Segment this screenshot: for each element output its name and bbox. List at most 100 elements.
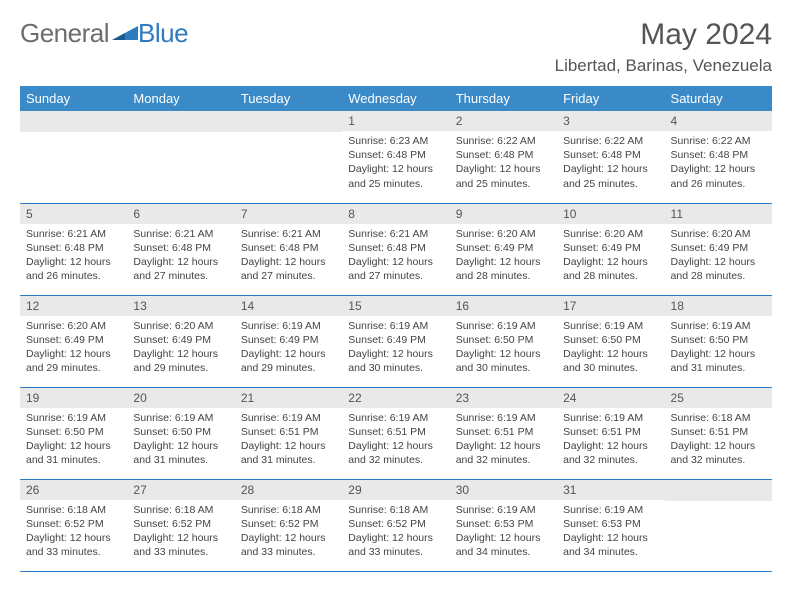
daylight-line: Daylight: 12 hours and 25 minutes. bbox=[563, 162, 658, 190]
calendar-cell: 31Sunrise: 6:19 AMSunset: 6:53 PMDayligh… bbox=[557, 479, 664, 571]
day-number: 3 bbox=[557, 111, 664, 131]
calendar-cell: 16Sunrise: 6:19 AMSunset: 6:50 PMDayligh… bbox=[450, 295, 557, 387]
calendar-cell: 28Sunrise: 6:18 AMSunset: 6:52 PMDayligh… bbox=[235, 479, 342, 571]
sunrise-line: Sunrise: 6:19 AM bbox=[133, 411, 228, 425]
sunrise-line: Sunrise: 6:18 AM bbox=[671, 411, 766, 425]
day-details: Sunrise: 6:21 AMSunset: 6:48 PMDaylight:… bbox=[235, 224, 342, 288]
calendar-cell: 20Sunrise: 6:19 AMSunset: 6:50 PMDayligh… bbox=[127, 387, 234, 479]
sunset-line: Sunset: 6:49 PM bbox=[563, 241, 658, 255]
daylight-line: Daylight: 12 hours and 27 minutes. bbox=[241, 255, 336, 283]
sunrise-line: Sunrise: 6:21 AM bbox=[348, 227, 443, 241]
calendar-week-row: 5Sunrise: 6:21 AMSunset: 6:48 PMDaylight… bbox=[20, 203, 772, 295]
weekday-header: Monday bbox=[127, 86, 234, 111]
sunset-line: Sunset: 6:49 PM bbox=[241, 333, 336, 347]
day-details: Sunrise: 6:19 AMSunset: 6:51 PMDaylight:… bbox=[235, 408, 342, 472]
calendar-cell: 19Sunrise: 6:19 AMSunset: 6:50 PMDayligh… bbox=[20, 387, 127, 479]
calendar-cell: 18Sunrise: 6:19 AMSunset: 6:50 PMDayligh… bbox=[665, 295, 772, 387]
day-details: Sunrise: 6:19 AMSunset: 6:53 PMDaylight:… bbox=[450, 500, 557, 564]
calendar-cell: 22Sunrise: 6:19 AMSunset: 6:51 PMDayligh… bbox=[342, 387, 449, 479]
sunrise-line: Sunrise: 6:20 AM bbox=[133, 319, 228, 333]
sunrise-line: Sunrise: 6:19 AM bbox=[26, 411, 121, 425]
day-number: 7 bbox=[235, 204, 342, 224]
day-details: Sunrise: 6:22 AMSunset: 6:48 PMDaylight:… bbox=[557, 131, 664, 195]
sunset-line: Sunset: 6:48 PM bbox=[348, 241, 443, 255]
sunrise-line: Sunrise: 6:18 AM bbox=[241, 503, 336, 517]
day-number: 15 bbox=[342, 296, 449, 316]
calendar-cell: 13Sunrise: 6:20 AMSunset: 6:49 PMDayligh… bbox=[127, 295, 234, 387]
calendar-cell: 8Sunrise: 6:21 AMSunset: 6:48 PMDaylight… bbox=[342, 203, 449, 295]
sunrise-line: Sunrise: 6:23 AM bbox=[348, 134, 443, 148]
calendar-cell: 30Sunrise: 6:19 AMSunset: 6:53 PMDayligh… bbox=[450, 479, 557, 571]
calendar-cell: 23Sunrise: 6:19 AMSunset: 6:51 PMDayligh… bbox=[450, 387, 557, 479]
sunrise-line: Sunrise: 6:20 AM bbox=[563, 227, 658, 241]
calendar-cell bbox=[665, 479, 772, 571]
day-number: 25 bbox=[665, 388, 772, 408]
sunrise-line: Sunrise: 6:19 AM bbox=[348, 319, 443, 333]
sunset-line: Sunset: 6:48 PM bbox=[241, 241, 336, 255]
day-details: Sunrise: 6:19 AMSunset: 6:49 PMDaylight:… bbox=[235, 316, 342, 380]
day-number: 18 bbox=[665, 296, 772, 316]
calendar-cell: 9Sunrise: 6:20 AMSunset: 6:49 PMDaylight… bbox=[450, 203, 557, 295]
calendar-cell: 2Sunrise: 6:22 AMSunset: 6:48 PMDaylight… bbox=[450, 111, 557, 203]
calendar-cell: 3Sunrise: 6:22 AMSunset: 6:48 PMDaylight… bbox=[557, 111, 664, 203]
empty-day-bar bbox=[235, 111, 342, 132]
sunset-line: Sunset: 6:50 PM bbox=[133, 425, 228, 439]
sunrise-line: Sunrise: 6:19 AM bbox=[563, 319, 658, 333]
daylight-line: Daylight: 12 hours and 26 minutes. bbox=[671, 162, 766, 190]
sunrise-line: Sunrise: 6:19 AM bbox=[563, 411, 658, 425]
day-number: 19 bbox=[20, 388, 127, 408]
day-details: Sunrise: 6:21 AMSunset: 6:48 PMDaylight:… bbox=[127, 224, 234, 288]
sunrise-line: Sunrise: 6:19 AM bbox=[348, 411, 443, 425]
day-details: Sunrise: 6:18 AMSunset: 6:51 PMDaylight:… bbox=[665, 408, 772, 472]
calendar-cell: 15Sunrise: 6:19 AMSunset: 6:49 PMDayligh… bbox=[342, 295, 449, 387]
sunset-line: Sunset: 6:48 PM bbox=[671, 148, 766, 162]
sunset-line: Sunset: 6:52 PM bbox=[133, 517, 228, 531]
weekday-header: Thursday bbox=[450, 86, 557, 111]
sunset-line: Sunset: 6:48 PM bbox=[348, 148, 443, 162]
calendar-week-row: 19Sunrise: 6:19 AMSunset: 6:50 PMDayligh… bbox=[20, 387, 772, 479]
empty-day-bar bbox=[20, 111, 127, 132]
empty-day-bar bbox=[665, 480, 772, 501]
location-text: Libertad, Barinas, Venezuela bbox=[555, 56, 772, 76]
day-details: Sunrise: 6:19 AMSunset: 6:51 PMDaylight:… bbox=[342, 408, 449, 472]
sunrise-line: Sunrise: 6:21 AM bbox=[133, 227, 228, 241]
daylight-line: Daylight: 12 hours and 34 minutes. bbox=[456, 531, 551, 559]
sunset-line: Sunset: 6:52 PM bbox=[26, 517, 121, 531]
sunrise-line: Sunrise: 6:20 AM bbox=[26, 319, 121, 333]
sunset-line: Sunset: 6:51 PM bbox=[241, 425, 336, 439]
title-block: May 2024 Libertad, Barinas, Venezuela bbox=[555, 18, 772, 76]
calendar-week-row: 26Sunrise: 6:18 AMSunset: 6:52 PMDayligh… bbox=[20, 479, 772, 571]
daylight-line: Daylight: 12 hours and 27 minutes. bbox=[348, 255, 443, 283]
weekday-header: Wednesday bbox=[342, 86, 449, 111]
calendar-cell: 24Sunrise: 6:19 AMSunset: 6:51 PMDayligh… bbox=[557, 387, 664, 479]
daylight-line: Daylight: 12 hours and 33 minutes. bbox=[348, 531, 443, 559]
sunset-line: Sunset: 6:53 PM bbox=[456, 517, 551, 531]
sunrise-line: Sunrise: 6:19 AM bbox=[241, 411, 336, 425]
daylight-line: Daylight: 12 hours and 30 minutes. bbox=[456, 347, 551, 375]
calendar-cell bbox=[235, 111, 342, 203]
daylight-line: Daylight: 12 hours and 30 minutes. bbox=[348, 347, 443, 375]
day-details: Sunrise: 6:18 AMSunset: 6:52 PMDaylight:… bbox=[342, 500, 449, 564]
calendar-week-row: 1Sunrise: 6:23 AMSunset: 6:48 PMDaylight… bbox=[20, 111, 772, 203]
day-number: 23 bbox=[450, 388, 557, 408]
day-details: Sunrise: 6:19 AMSunset: 6:50 PMDaylight:… bbox=[450, 316, 557, 380]
sunrise-line: Sunrise: 6:18 AM bbox=[348, 503, 443, 517]
day-details: Sunrise: 6:21 AMSunset: 6:48 PMDaylight:… bbox=[342, 224, 449, 288]
daylight-line: Daylight: 12 hours and 32 minutes. bbox=[671, 439, 766, 467]
sunset-line: Sunset: 6:49 PM bbox=[133, 333, 228, 347]
daylight-line: Daylight: 12 hours and 31 minutes. bbox=[26, 439, 121, 467]
logo-word-blue: Blue bbox=[138, 18, 188, 49]
calendar-cell: 14Sunrise: 6:19 AMSunset: 6:49 PMDayligh… bbox=[235, 295, 342, 387]
sunrise-line: Sunrise: 6:19 AM bbox=[671, 319, 766, 333]
sunset-line: Sunset: 6:48 PM bbox=[26, 241, 121, 255]
month-title: May 2024 bbox=[555, 18, 772, 52]
sunset-line: Sunset: 6:49 PM bbox=[456, 241, 551, 255]
daylight-line: Daylight: 12 hours and 32 minutes. bbox=[563, 439, 658, 467]
daylight-line: Daylight: 12 hours and 25 minutes. bbox=[456, 162, 551, 190]
daylight-line: Daylight: 12 hours and 29 minutes. bbox=[241, 347, 336, 375]
calendar-cell: 1Sunrise: 6:23 AMSunset: 6:48 PMDaylight… bbox=[342, 111, 449, 203]
day-number: 20 bbox=[127, 388, 234, 408]
sunrise-line: Sunrise: 6:19 AM bbox=[456, 503, 551, 517]
calendar-cell: 7Sunrise: 6:21 AMSunset: 6:48 PMDaylight… bbox=[235, 203, 342, 295]
weekday-header: Friday bbox=[557, 86, 664, 111]
